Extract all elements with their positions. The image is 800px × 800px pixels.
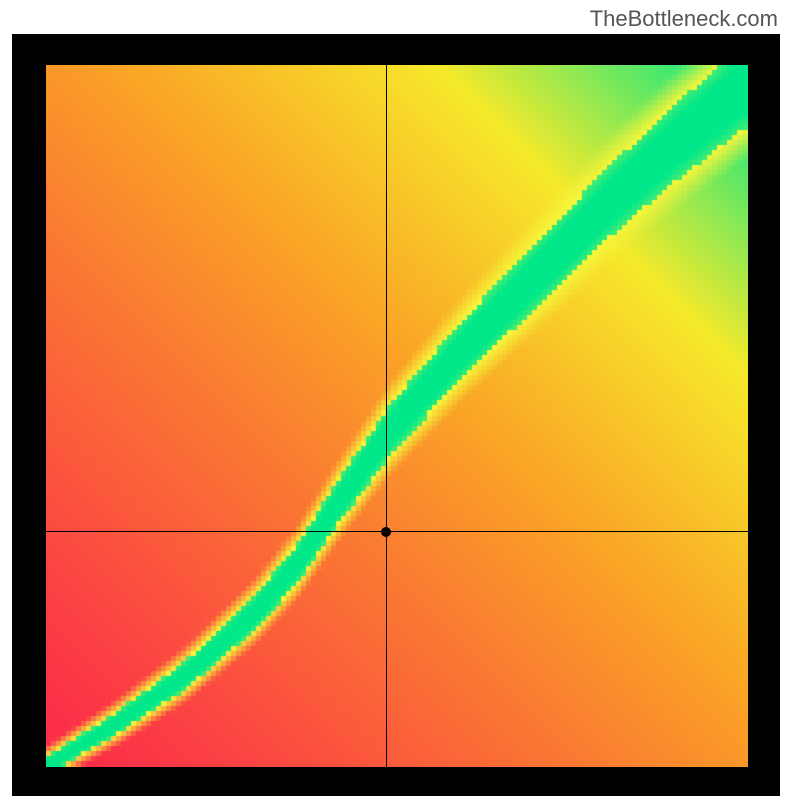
figure-container: TheBottleneck.com <box>0 0 800 800</box>
crosshair-horizontal <box>46 531 748 532</box>
crosshair-vertical <box>386 65 387 767</box>
watermark-text: TheBottleneck.com <box>590 6 778 32</box>
heatmap-canvas <box>46 65 748 767</box>
